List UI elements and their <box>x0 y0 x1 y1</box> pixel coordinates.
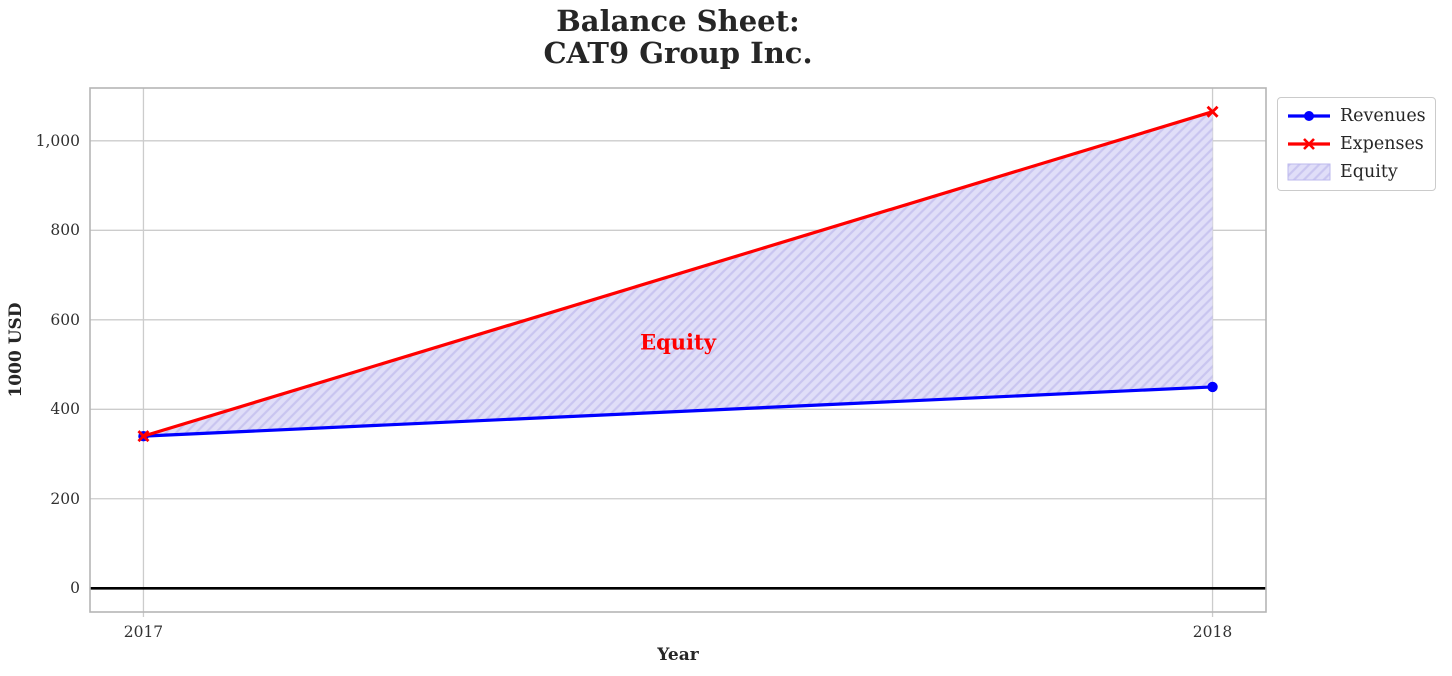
revenues-line-sample-icon <box>1288 111 1330 121</box>
y-tick-label: 1,000 <box>35 131 80 150</box>
plot-border <box>89 87 1267 613</box>
expenses-line <box>142 110 1214 438</box>
legend: Revenues Expenses Equity <box>1277 97 1436 191</box>
x-tick-label: 2017 <box>123 623 164 641</box>
legend-item-expenses: Expenses <box>1287 130 1426 158</box>
legend-label-expenses: Expenses <box>1340 134 1424 154</box>
equity-swatch-icon <box>1287 163 1331 181</box>
y-tick-label: 400 <box>50 400 80 419</box>
y-tick-label: 600 <box>50 310 80 329</box>
revenues-line <box>143 385 1213 438</box>
x-axis-label: Year <box>657 645 699 665</box>
chart-title-line2: CAT9 Group Inc. <box>543 36 813 70</box>
chart-title: Balance Sheet: CAT9 Group Inc. <box>90 5 1266 69</box>
y-tick-label: 0 <box>70 579 80 598</box>
legend-label-revenues: Revenues <box>1340 106 1426 126</box>
legend-label-equity: Equity <box>1340 162 1398 182</box>
y-tick-label: 800 <box>50 221 80 240</box>
expenses-marker <box>137 430 150 443</box>
chart-title-line1: Balance Sheet: <box>556 4 800 38</box>
equity-fill-region <box>143 111 1213 437</box>
expenses-marker <box>1206 105 1219 118</box>
x-tick-label: 2018 <box>1192 623 1233 641</box>
equity-annotation: Equity <box>640 329 716 355</box>
legend-item-revenues: Revenues <box>1287 102 1426 130</box>
legend-item-equity: Equity <box>1287 158 1426 186</box>
revenues-marker <box>1207 381 1218 393</box>
expenses-line-sample-icon <box>1288 138 1330 150</box>
y-tick-label: 200 <box>50 489 80 508</box>
